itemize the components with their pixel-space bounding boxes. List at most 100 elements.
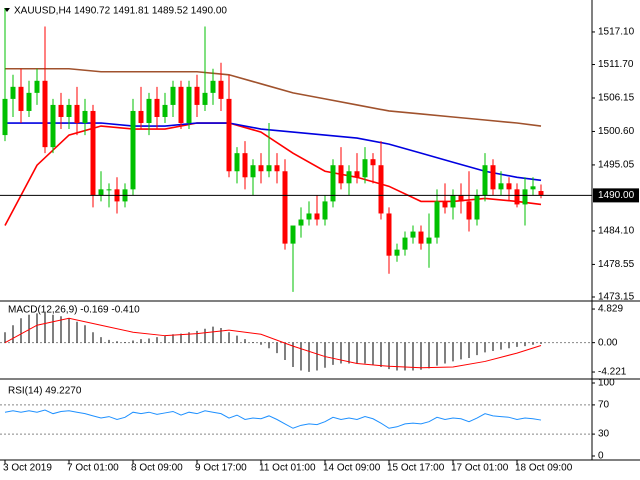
candle-body [498,183,504,190]
candle-body [322,201,328,220]
candle-body [10,86,16,99]
candle-body [2,98,8,136]
candle-body [450,195,456,208]
panel-title: RSI(14) 49.2270 [8,386,82,397]
y-tick-label: 1511.70 [598,59,634,70]
candle-body [146,98,152,124]
y-tick-label: 0 [598,451,604,462]
candle-body [426,237,432,244]
candle-body [106,189,112,191]
y-tick-label: 1473.15 [598,292,635,303]
candle-body [434,201,440,238]
candle-body [306,213,312,220]
y-tick-label: 1517.10 [598,27,635,38]
candle-body [346,171,352,184]
candle-body [138,110,144,124]
candle-body [522,189,528,205]
y-tick-label: 1495.05 [598,160,635,171]
x-tick-label: 7 Oct 01:00 [67,463,119,474]
candle-body [42,80,48,148]
x-tick-label: 3 Oct 2019 [3,463,52,474]
y-tick-label: 30 [598,429,610,440]
candle-body [194,86,200,105]
y-tick-label: 4.829 [598,304,623,315]
moving-average [5,67,542,127]
y-tick-label: -4.221 [598,367,627,378]
candle-body [18,86,24,111]
candle-body [218,80,224,99]
candle-body [170,86,176,105]
y-tick-label: 1506.15 [598,93,635,104]
candle-body [74,104,80,124]
candle-body [34,80,40,93]
panel-title: XAUUSD,H4 1490.72 1491.81 1489.52 1490.0… [14,6,227,17]
candle-body [490,165,496,190]
candle-body [418,231,424,244]
y-tick-label: 100 [598,378,615,389]
candle-body [266,165,272,172]
candle-body [402,237,408,250]
moving-average [4,122,542,226]
candle-body [394,249,400,256]
x-tick-label: 18 Oct 09:00 [515,463,573,474]
candle-body [178,86,184,124]
y-tick-label: 1484.10 [598,226,635,237]
y-tick-label: 1478.55 [598,259,635,270]
x-tick-label: 17 Oct 01:00 [451,463,509,474]
candle-body [162,104,168,117]
candle-body [514,189,520,205]
y-tick-label: 70 [598,400,610,411]
current-price-label: 1490.00 [598,190,635,201]
candle-body [26,92,32,111]
candle-body [58,104,64,117]
x-tick-label: 11 Oct 01:00 [259,463,316,474]
candle-body [482,165,488,196]
candle-body [250,165,256,178]
candle-body [458,195,464,202]
rsi-line [4,409,542,429]
candle-body [466,201,472,220]
candle-body [386,213,392,256]
candle-body [130,110,136,190]
panel-title: MACD(12,26,9) -0.169 -0.410 [8,305,140,316]
candle-body [362,159,368,178]
candle-body [82,110,88,124]
candle-body [378,165,384,214]
candle-body [210,80,216,93]
candle-body [66,104,72,117]
candle-body [98,189,104,196]
x-tick-label: 14 Oct 09:00 [323,463,381,474]
current-price-box [593,188,639,203]
candle-body [282,171,288,244]
candle-body [202,92,208,105]
candle-body [290,225,296,244]
candle-body [338,165,344,184]
candle-body [370,159,376,166]
candle-body [474,195,480,220]
y-tick-label: 0.00 [598,337,618,348]
candle-body [154,98,160,117]
candle-body [442,201,448,208]
candle-body [258,165,264,172]
candle-body [506,183,512,190]
x-tick-label: 15 Oct 17:00 [387,463,445,474]
x-tick-label: 8 Oct 09:00 [131,463,183,474]
signal-line [4,317,542,369]
candle-body [298,219,304,226]
candle-body [226,98,232,172]
moving-average [5,122,542,182]
candle-body [274,165,280,172]
candle-body [234,153,240,172]
candle-body [242,153,248,178]
candle-body [538,191,544,196]
candle-body [186,86,192,124]
candle-body [530,186,536,190]
y-tick-label: 1500.60 [598,126,635,137]
x-tick-label: 9 Oct 17:00 [195,463,247,474]
candle-body [314,213,320,220]
candle-body [410,231,416,238]
candle-body [354,171,360,178]
